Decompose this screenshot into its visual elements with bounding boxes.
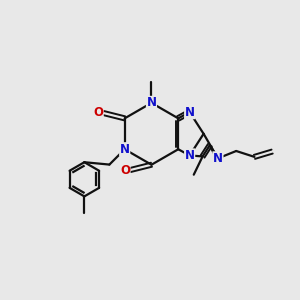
Text: N: N xyxy=(146,96,157,110)
Text: N: N xyxy=(120,143,130,156)
Text: O: O xyxy=(93,106,103,119)
Text: O: O xyxy=(120,164,130,177)
Text: O: O xyxy=(93,106,103,119)
Text: O: O xyxy=(120,164,130,177)
Text: N: N xyxy=(185,149,195,162)
Text: N: N xyxy=(185,106,195,119)
Text: N: N xyxy=(213,152,223,165)
